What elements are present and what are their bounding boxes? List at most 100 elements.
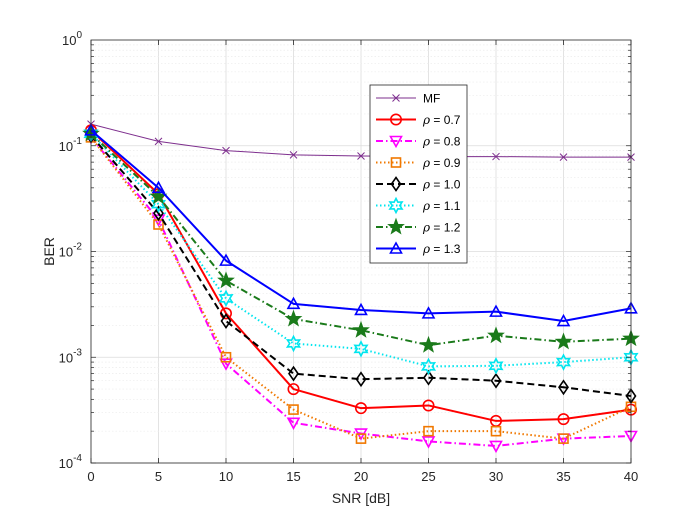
legend-label: MF: [423, 92, 440, 106]
data-point: [422, 399, 435, 412]
data-point: [492, 152, 500, 161]
data-point: [421, 306, 436, 319]
data-point: [218, 289, 234, 308]
data-point: [151, 180, 166, 194]
legend-item: ρ = 0.7: [376, 113, 461, 127]
legend-label: ρ = 1.1: [422, 199, 461, 213]
series-line: [90, 132, 632, 347]
data-point: [285, 334, 302, 353]
data-point: [490, 425, 502, 437]
data-point: [288, 404, 299, 415]
legend-box: [369, 84, 468, 264]
legend-marker: [392, 94, 400, 102]
data-point: [217, 271, 235, 289]
tick-labels: 0 5 10 15 20 25 30 35 40 10-4 10-3 10-2 10-1 100: [59, 30, 639, 484]
y-tick-label: 100: [62, 30, 82, 48]
data-point: [357, 152, 365, 160]
data-point: [490, 372, 502, 389]
legend-marker: [388, 196, 404, 215]
x-tick-label: 40: [624, 469, 638, 484]
data-point: [559, 153, 568, 162]
data-point: [423, 425, 434, 437]
series-line: [90, 129, 632, 422]
legend-marker: [389, 113, 402, 126]
data-point: [487, 326, 505, 344]
data-point: [220, 313, 232, 329]
data-point: [353, 340, 369, 358]
legend-marker: [387, 217, 405, 235]
legend-label: ρ = 0.8: [422, 135, 461, 149]
data-point: [489, 440, 503, 454]
data-point: [154, 137, 163, 146]
data-point: [289, 151, 298, 159]
y-axis-label: BER: [41, 237, 57, 266]
data-point: [153, 205, 164, 222]
data-point: [558, 379, 569, 396]
data-point: [554, 332, 573, 350]
y-tick-label: 10-4: [59, 453, 83, 471]
data-point: [286, 417, 301, 430]
legend-label: ρ = 1.0: [422, 178, 461, 192]
legend-item: MF: [376, 92, 440, 106]
legend-item: ρ = 1.2: [376, 217, 461, 235]
legend-label: ρ = 1.3: [422, 242, 461, 256]
data-point: [488, 357, 504, 375]
axes-group: [90, 39, 632, 464]
legend-item: ρ = 1.1: [376, 196, 461, 215]
legend-item: ρ = 0.8: [376, 135, 461, 149]
legend-marker: [390, 176, 402, 192]
data-point: [355, 371, 367, 388]
data-point: [288, 365, 299, 382]
x-tick-label: 20: [354, 469, 368, 484]
legend-item: ρ = 0.9: [376, 156, 461, 170]
series-line: [90, 129, 632, 323]
data-point: [222, 146, 230, 155]
x-tick-label: 10: [219, 469, 233, 484]
y-tick-label: 10-2: [59, 242, 83, 260]
data-point: [558, 433, 569, 444]
series-line: [90, 133, 632, 368]
data-point: [557, 413, 570, 426]
x-tick-label: 15: [286, 469, 300, 484]
data-point: [286, 296, 301, 310]
legend: MF ρ = 0.7 ρ = 0.8 ρ = 0.9 ρ = 1.0 ρ = 1.1 ρ =…: [369, 84, 468, 264]
x-axis-label: SNR [dB]: [332, 490, 390, 506]
data-point: [150, 195, 167, 213]
legend-label: ρ = 0.9: [422, 156, 461, 170]
legend-item: ρ = 1.0: [376, 176, 461, 192]
data-point: [220, 351, 232, 363]
legend-label: ρ = 0.7: [422, 113, 461, 127]
data-point: [556, 313, 571, 327]
data-point: [555, 353, 572, 371]
x-tick-label: 30: [489, 469, 503, 484]
data-point: [489, 304, 503, 317]
legend-marker: [389, 135, 403, 149]
data-point: [421, 436, 436, 449]
data-point: [355, 433, 367, 444]
data-point: [354, 302, 368, 316]
data-point: [287, 383, 300, 396]
data-point: [423, 369, 434, 386]
legend-marker: [390, 157, 402, 168]
data-point: [219, 358, 233, 371]
y-tick-label: 10-3: [59, 347, 83, 365]
x-tick-label: 35: [556, 469, 570, 484]
data-point: [284, 309, 303, 327]
legend-marker: [389, 241, 403, 254]
x-tick-label: 5: [155, 469, 162, 484]
data-point: [419, 335, 438, 353]
data-point: [420, 357, 437, 376]
data-point: [352, 320, 370, 338]
x-tick-label: 25: [421, 469, 435, 484]
data-point: [354, 402, 367, 415]
series-group: [82, 120, 640, 454]
data-point: [219, 253, 233, 266]
y-tick-label: 10-1: [59, 136, 83, 154]
x-tick-label: 0: [87, 469, 94, 484]
legend-item: ρ = 1.3: [376, 241, 461, 256]
series-line: [90, 134, 632, 398]
series-5: [83, 124, 639, 376]
legend-label: ρ = 1.2: [422, 221, 461, 235]
